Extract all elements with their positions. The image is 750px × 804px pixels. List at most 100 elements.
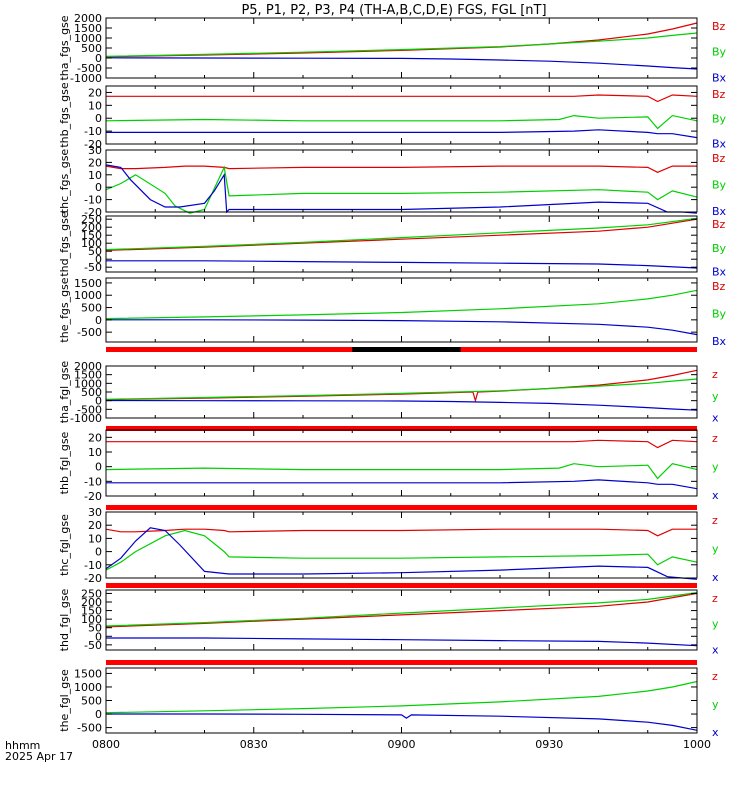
y-tick-label: 0 [95, 112, 102, 125]
legend-y: y [712, 698, 719, 711]
y-tick-label: -10 [84, 125, 102, 138]
panel-frame [105, 667, 698, 734]
legend-Bz: Bz [712, 88, 726, 101]
y-tick-label: 0 [95, 253, 102, 266]
series-line-By [105, 217, 698, 251]
series-line-y [105, 592, 698, 627]
legend-x: x [712, 412, 719, 425]
y-tick-label: -10 [84, 475, 102, 488]
y-tick-label: 50 [88, 622, 102, 635]
y-tick-label: 1500 [74, 667, 102, 680]
series-line-x [106, 637, 698, 647]
y-tick-label: 150 [81, 229, 102, 242]
series-line-Bx [106, 319, 698, 336]
y-axis-label: tha_fgl_gse [58, 361, 71, 424]
legend-By: By [712, 242, 727, 255]
panel-frame [105, 365, 698, 419]
legend-By: By [712, 113, 727, 126]
y-axis-label: thc_fgl_gse [58, 514, 71, 576]
y-tick-label: 100 [81, 613, 102, 626]
y-tick-label: -20 [84, 138, 102, 151]
flag-bar [106, 505, 697, 510]
y-axis-label: thb_fgs_gse [58, 82, 71, 148]
y-axis-label: thc_fgs_gse [58, 149, 71, 214]
series-line-x [106, 479, 698, 490]
legend-Bz: Bz [712, 280, 726, 293]
y-tick-label: -50 [84, 261, 102, 274]
y-tick-label: 0 [95, 461, 102, 474]
legend-x: x [712, 489, 719, 502]
y-tick-label: 20 [88, 431, 102, 444]
panel-frame [105, 511, 698, 579]
y-axis-label: thd_fgl_gse [58, 588, 71, 651]
legend-x: x [712, 726, 719, 739]
y-tick-label: 250 [81, 213, 102, 226]
x-axis-label-line1: hhmm [5, 739, 40, 752]
series-line-Bx [105, 57, 698, 70]
legend-y: y [712, 390, 719, 403]
legend-Bx: Bx [712, 137, 727, 150]
y-tick-label: 200 [81, 221, 102, 234]
series-line-x [106, 713, 698, 731]
legend-z: z [712, 670, 718, 683]
y-tick-label: 10 [88, 446, 102, 459]
y-axis-label: the_fgl_gse [58, 669, 71, 732]
y-tick-label: 250 [81, 587, 102, 600]
series-line-y [105, 529, 698, 571]
y-tick-label: 500 [81, 695, 102, 708]
y-tick-label: 1000 [74, 681, 102, 694]
y-tick-label: -1000 [70, 72, 102, 85]
panel-thb_fgl_gse: 20 10 0-10 -20 thb_fgl_gse z y x [58, 429, 719, 503]
legend-z: z [712, 514, 718, 527]
y-tick-label: 10 [88, 532, 102, 545]
x-axis-label-line2: 2025 Apr 17 [5, 750, 73, 763]
y-tick-label: -50 [84, 639, 102, 652]
series-line-Bz [106, 94, 698, 103]
y-axis-label: tha_fgs_gse [58, 15, 71, 80]
series-line-z [105, 528, 697, 537]
panel-frame [105, 589, 698, 651]
legend-By: By [712, 179, 727, 192]
y-tick-label: 1000 [74, 377, 102, 390]
y-tick-label: 10 [88, 169, 102, 182]
y-tick-label: 1000 [74, 32, 102, 45]
y-tick-label: 0 [95, 181, 102, 194]
series-line-x [105, 399, 698, 411]
legend-y: y [712, 618, 719, 631]
legend-Bx: Bx [712, 335, 727, 348]
flag-bar [106, 583, 697, 588]
legend-y: y [712, 461, 719, 474]
y-tick-label: 0 [95, 314, 102, 327]
panel-frame [105, 429, 698, 497]
legend-x: x [712, 571, 719, 584]
y-tick-label: 30 [88, 506, 102, 519]
y-tick-label: 200 [81, 596, 102, 609]
y-tick-label: -1000 [70, 412, 102, 425]
flag-bar [106, 660, 697, 665]
series-line-y [105, 463, 698, 480]
legend-Bz: Bz [712, 218, 726, 231]
legend-Bx: Bx [712, 205, 727, 218]
series-line-By [105, 289, 698, 320]
y-tick-label: 10 [88, 99, 102, 112]
y-tick-label: 0 [95, 708, 102, 721]
panel-frame [105, 17, 698, 79]
flag-bar-dark-segment [352, 347, 461, 352]
series-line-Bz [105, 218, 698, 251]
legend-z: z [712, 432, 718, 445]
y-tick-label: 100 [81, 237, 102, 250]
legend-z: z [712, 368, 718, 381]
legend-y: y [712, 543, 719, 556]
series-line-Bx [106, 129, 698, 139]
y-tick-label: 0 [95, 52, 102, 65]
y-tick-label: 500 [81, 42, 102, 55]
legend-z: z [712, 592, 718, 605]
